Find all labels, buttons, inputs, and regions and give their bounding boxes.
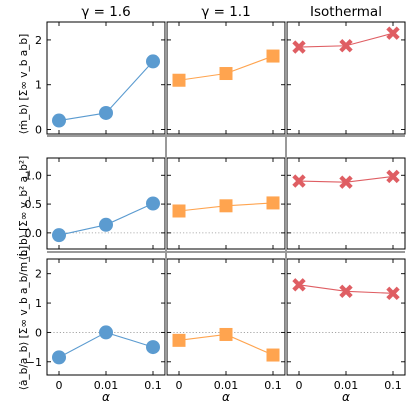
data-point xyxy=(172,73,186,87)
panel-r1-c2 xyxy=(166,21,286,135)
column-separator xyxy=(165,22,167,375)
data-point xyxy=(266,49,280,63)
y-tick-label: 1.0 xyxy=(25,169,43,182)
x-tick-label: 0.01 xyxy=(334,379,359,392)
data-point xyxy=(339,175,353,189)
axes-frame xyxy=(286,157,406,250)
column-separator xyxy=(285,22,287,375)
row-ylabels: ⟨ṁ_b⟩ [Σ∞ v_b a_b] ⟨L̇_b⟩ [Σ∞ v_b² a_b²]… xyxy=(17,34,30,390)
panel-r1-c3 xyxy=(286,21,406,135)
data-point xyxy=(292,174,306,188)
row-separator xyxy=(47,135,405,137)
data-point xyxy=(219,327,233,341)
data-point xyxy=(172,204,186,218)
column-title-isothermal: Isothermal xyxy=(310,4,382,20)
data-point xyxy=(386,26,400,40)
x-tick-label: 0.1 xyxy=(144,379,162,392)
axes-frame xyxy=(286,21,406,135)
row-separator xyxy=(47,251,405,253)
xlabel-col-1: α xyxy=(102,390,110,404)
ylabel-orbital-evolution: ⟨ȧ_b/a_b⟩ [Σ∞ v_b a_b/m_b] xyxy=(18,246,30,390)
data-point xyxy=(99,217,113,232)
data-point xyxy=(52,228,66,243)
data-point xyxy=(52,113,66,128)
data-point xyxy=(339,284,353,298)
x-tick-label: 0.01 xyxy=(214,379,239,392)
data-point xyxy=(266,348,280,362)
x-tick-label: 0 xyxy=(56,379,63,392)
x-tick-label: 0 xyxy=(176,379,183,392)
data-point xyxy=(219,67,233,81)
column-title-gamma-1-6: γ = 1.6 xyxy=(81,4,130,20)
y-tick-label: 0.5 xyxy=(25,198,43,211)
x-axis-labels: α α α xyxy=(102,390,350,404)
y-tick-label: 1 xyxy=(35,297,42,310)
data-point xyxy=(52,350,66,365)
panel-r3-c2: 0 0.01 0.1 xyxy=(166,258,286,392)
ylabel-mass-accretion: ⟨ṁ_b⟩ [Σ∞ v_b a_b] xyxy=(18,34,30,134)
data-point xyxy=(146,54,160,69)
y-tick-label: 0 xyxy=(35,326,42,339)
data-point xyxy=(386,169,400,184)
panel-r2-c1: 0.0 0.5 1.0 xyxy=(25,157,166,250)
y-tick-label: 2 xyxy=(35,268,42,281)
xlabel-col-2: α xyxy=(222,390,230,404)
xlabel-col-3: α xyxy=(342,390,350,404)
data-point xyxy=(266,196,280,210)
x-tick-label: 0.1 xyxy=(384,379,402,392)
ylabel-angular-momentum: ⟨L̇_b⟩ [Σ∞ v_b² a_b²] xyxy=(17,156,30,260)
data-point xyxy=(172,333,186,347)
panel-r3-c1: −1 0 1 2 0 0.01 0.1 xyxy=(26,258,166,392)
panel-r1-c1: 0 1 2 xyxy=(35,21,166,137)
panel-r2-c3 xyxy=(286,157,406,250)
axes-frame xyxy=(286,258,406,376)
y-tick-label: 1 xyxy=(35,79,42,92)
column-titles: γ = 1.6 γ = 1.1 Isothermal xyxy=(81,4,382,20)
data-point xyxy=(339,39,353,53)
x-tick-label: 0 xyxy=(296,379,303,392)
data-point xyxy=(146,196,160,211)
y-tick-label: −1 xyxy=(26,356,42,369)
x-tick-label: 0.1 xyxy=(264,379,282,392)
panel-r2-c2 xyxy=(166,157,286,250)
column-title-gamma-1-1: γ = 1.1 xyxy=(201,4,250,20)
y-tick-label: 0.0 xyxy=(25,227,43,240)
subplot-grid: 0 1 2 0.0 0.5 1.0 −1 0 1 2 0 0.01 0.1 0 0.01 0.1 0 0.01 0.… xyxy=(25,21,406,392)
x-tick-label: 0.01 xyxy=(94,379,119,392)
data-point xyxy=(99,105,113,120)
data-point xyxy=(146,340,160,355)
y-tick-label: 0 xyxy=(35,124,42,137)
y-tick-label: 2 xyxy=(35,34,42,47)
data-point xyxy=(99,325,113,340)
data-point xyxy=(386,286,400,301)
data-point xyxy=(292,40,306,54)
data-point xyxy=(292,278,306,292)
panel-r3-c3: 0 0.01 0.1 xyxy=(286,258,406,392)
data-point xyxy=(219,199,233,213)
